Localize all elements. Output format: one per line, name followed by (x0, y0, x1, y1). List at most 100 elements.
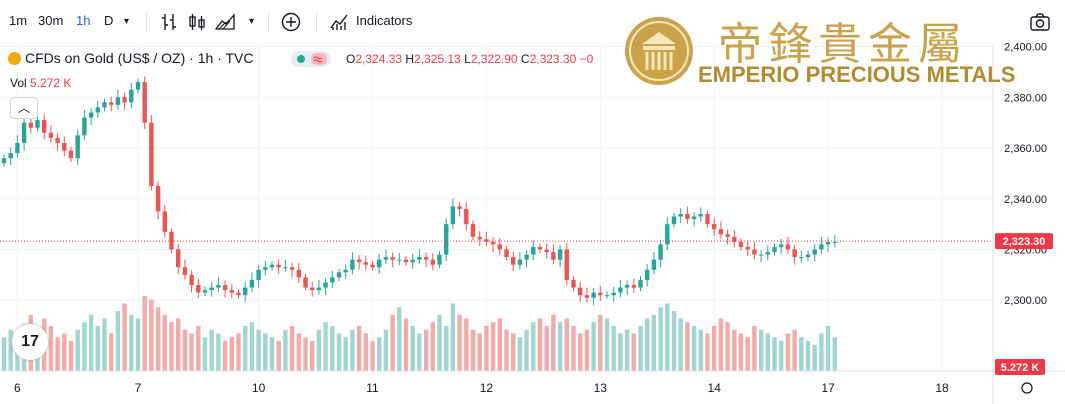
candle-body (658, 244, 663, 260)
volume-bar (832, 337, 837, 371)
candle-body (95, 107, 100, 113)
candle-body (75, 135, 80, 159)
chart-type-dropdown-icon[interactable]: ▾ (249, 16, 255, 27)
candle-body (765, 252, 770, 255)
chart-settings-icon[interactable] (1021, 382, 1033, 394)
volume-bar (430, 322, 435, 371)
volume-bar (343, 337, 348, 371)
volume-bar (410, 326, 415, 371)
volume-bar (149, 299, 154, 371)
candle-body (269, 264, 275, 268)
volume-bar (88, 314, 94, 371)
volume-bar (631, 333, 636, 371)
candles-chart-type-icon[interactable] (186, 11, 208, 33)
volume-bar (397, 307, 402, 371)
volume-bar (62, 333, 67, 371)
candle-body (8, 153, 13, 159)
volume-bar (712, 326, 717, 371)
volume-bar (752, 326, 757, 371)
candle-body (142, 82, 147, 123)
volume-bar (825, 326, 831, 371)
area-chart-type-icon[interactable] (214, 11, 236, 33)
candle-body (423, 257, 429, 260)
symbol-legend[interactable]: CFDs on Gold (US$ / OZ) · 1h · TVC (8, 50, 253, 66)
interval-1h[interactable]: 1h (76, 13, 91, 28)
bar-chart-type-icon[interactable] (158, 11, 180, 33)
volume-bar (142, 296, 147, 371)
high-label: H (405, 52, 415, 66)
volume-bar (457, 314, 462, 371)
volume-bar (658, 307, 663, 371)
camera-snapshot-icon[interactable] (1029, 11, 1051, 33)
market-status-badge[interactable] (291, 51, 331, 67)
candle-body (631, 285, 636, 288)
volume-bar (356, 326, 362, 371)
volume-bar (109, 333, 114, 371)
chart-gridlines (0, 44, 993, 371)
candle-body (176, 249, 181, 268)
volume-bar (785, 333, 791, 371)
volume-bar (691, 326, 697, 371)
interval-30m[interactable]: 30m (38, 13, 64, 28)
volume-bar (155, 307, 161, 371)
candle-body (149, 122, 154, 187)
volume-label: Vol (10, 76, 27, 90)
candle-body (229, 290, 234, 293)
candle-body (738, 241, 744, 247)
candle-body (430, 259, 435, 265)
candle-body (336, 272, 342, 278)
compare-plus-icon[interactable] (280, 11, 302, 33)
candle-body (397, 259, 402, 261)
volume-bar (229, 337, 234, 371)
volume-bar (316, 329, 322, 371)
volume-value: 5.272 K (30, 76, 72, 90)
interval-dropdown-icon[interactable]: ▾ (124, 16, 130, 27)
volume-bar (470, 329, 476, 371)
emperio-seal-logo (625, 17, 693, 85)
candle-body (564, 249, 569, 280)
candle-body (705, 213, 710, 225)
candle-body (155, 186, 161, 212)
interval-d[interactable]: D (104, 13, 114, 28)
indicators-button[interactable]: Indicators (356, 13, 413, 28)
ohlc-values: O2,324.33 H2,325.13 L2,322.90 C2,323.30 … (346, 52, 593, 66)
volume-bar (102, 318, 107, 371)
low-value: 2,322.90 (470, 52, 518, 66)
volume-bar (450, 303, 456, 371)
high-value: 2,325.13 (414, 52, 461, 66)
volume-bar (490, 322, 496, 371)
volume-bar (571, 326, 576, 371)
candle-body (283, 267, 288, 269)
volume-bar (477, 333, 482, 371)
volume-bar (363, 333, 368, 371)
interval-1m[interactable]: 1m (9, 13, 28, 28)
candle-body (825, 241, 831, 245)
candle-body (169, 231, 174, 250)
symbol-title: CFDs on Gold (US$ / OZ) · 1h · TVC (25, 50, 254, 66)
volume-bar (55, 337, 60, 371)
candle-body (504, 249, 509, 258)
volume-bar (645, 318, 650, 371)
indicators-icon[interactable] (329, 11, 351, 33)
volume-bar (169, 322, 174, 371)
candle-body (464, 208, 469, 225)
volume-bar (196, 326, 201, 371)
volume-bar (423, 329, 429, 371)
volume-bar (732, 329, 737, 371)
x-tick-label: 12 (480, 381, 494, 395)
candle-body (598, 292, 603, 296)
volume-bar (383, 329, 389, 371)
volume-bar (464, 318, 469, 371)
tradingview-logo[interactable]: 17 (12, 324, 48, 360)
candle-body (624, 285, 630, 288)
volume-bar (557, 322, 563, 371)
volume-bar (236, 333, 241, 371)
volume-bar (812, 344, 817, 371)
volume-bar (758, 329, 764, 371)
volume-bar (129, 314, 134, 371)
volume-bar (263, 333, 268, 371)
candle-body (779, 244, 784, 247)
volume-bar (68, 341, 74, 371)
collapse-legend-button[interactable]: ︿ (10, 97, 38, 119)
